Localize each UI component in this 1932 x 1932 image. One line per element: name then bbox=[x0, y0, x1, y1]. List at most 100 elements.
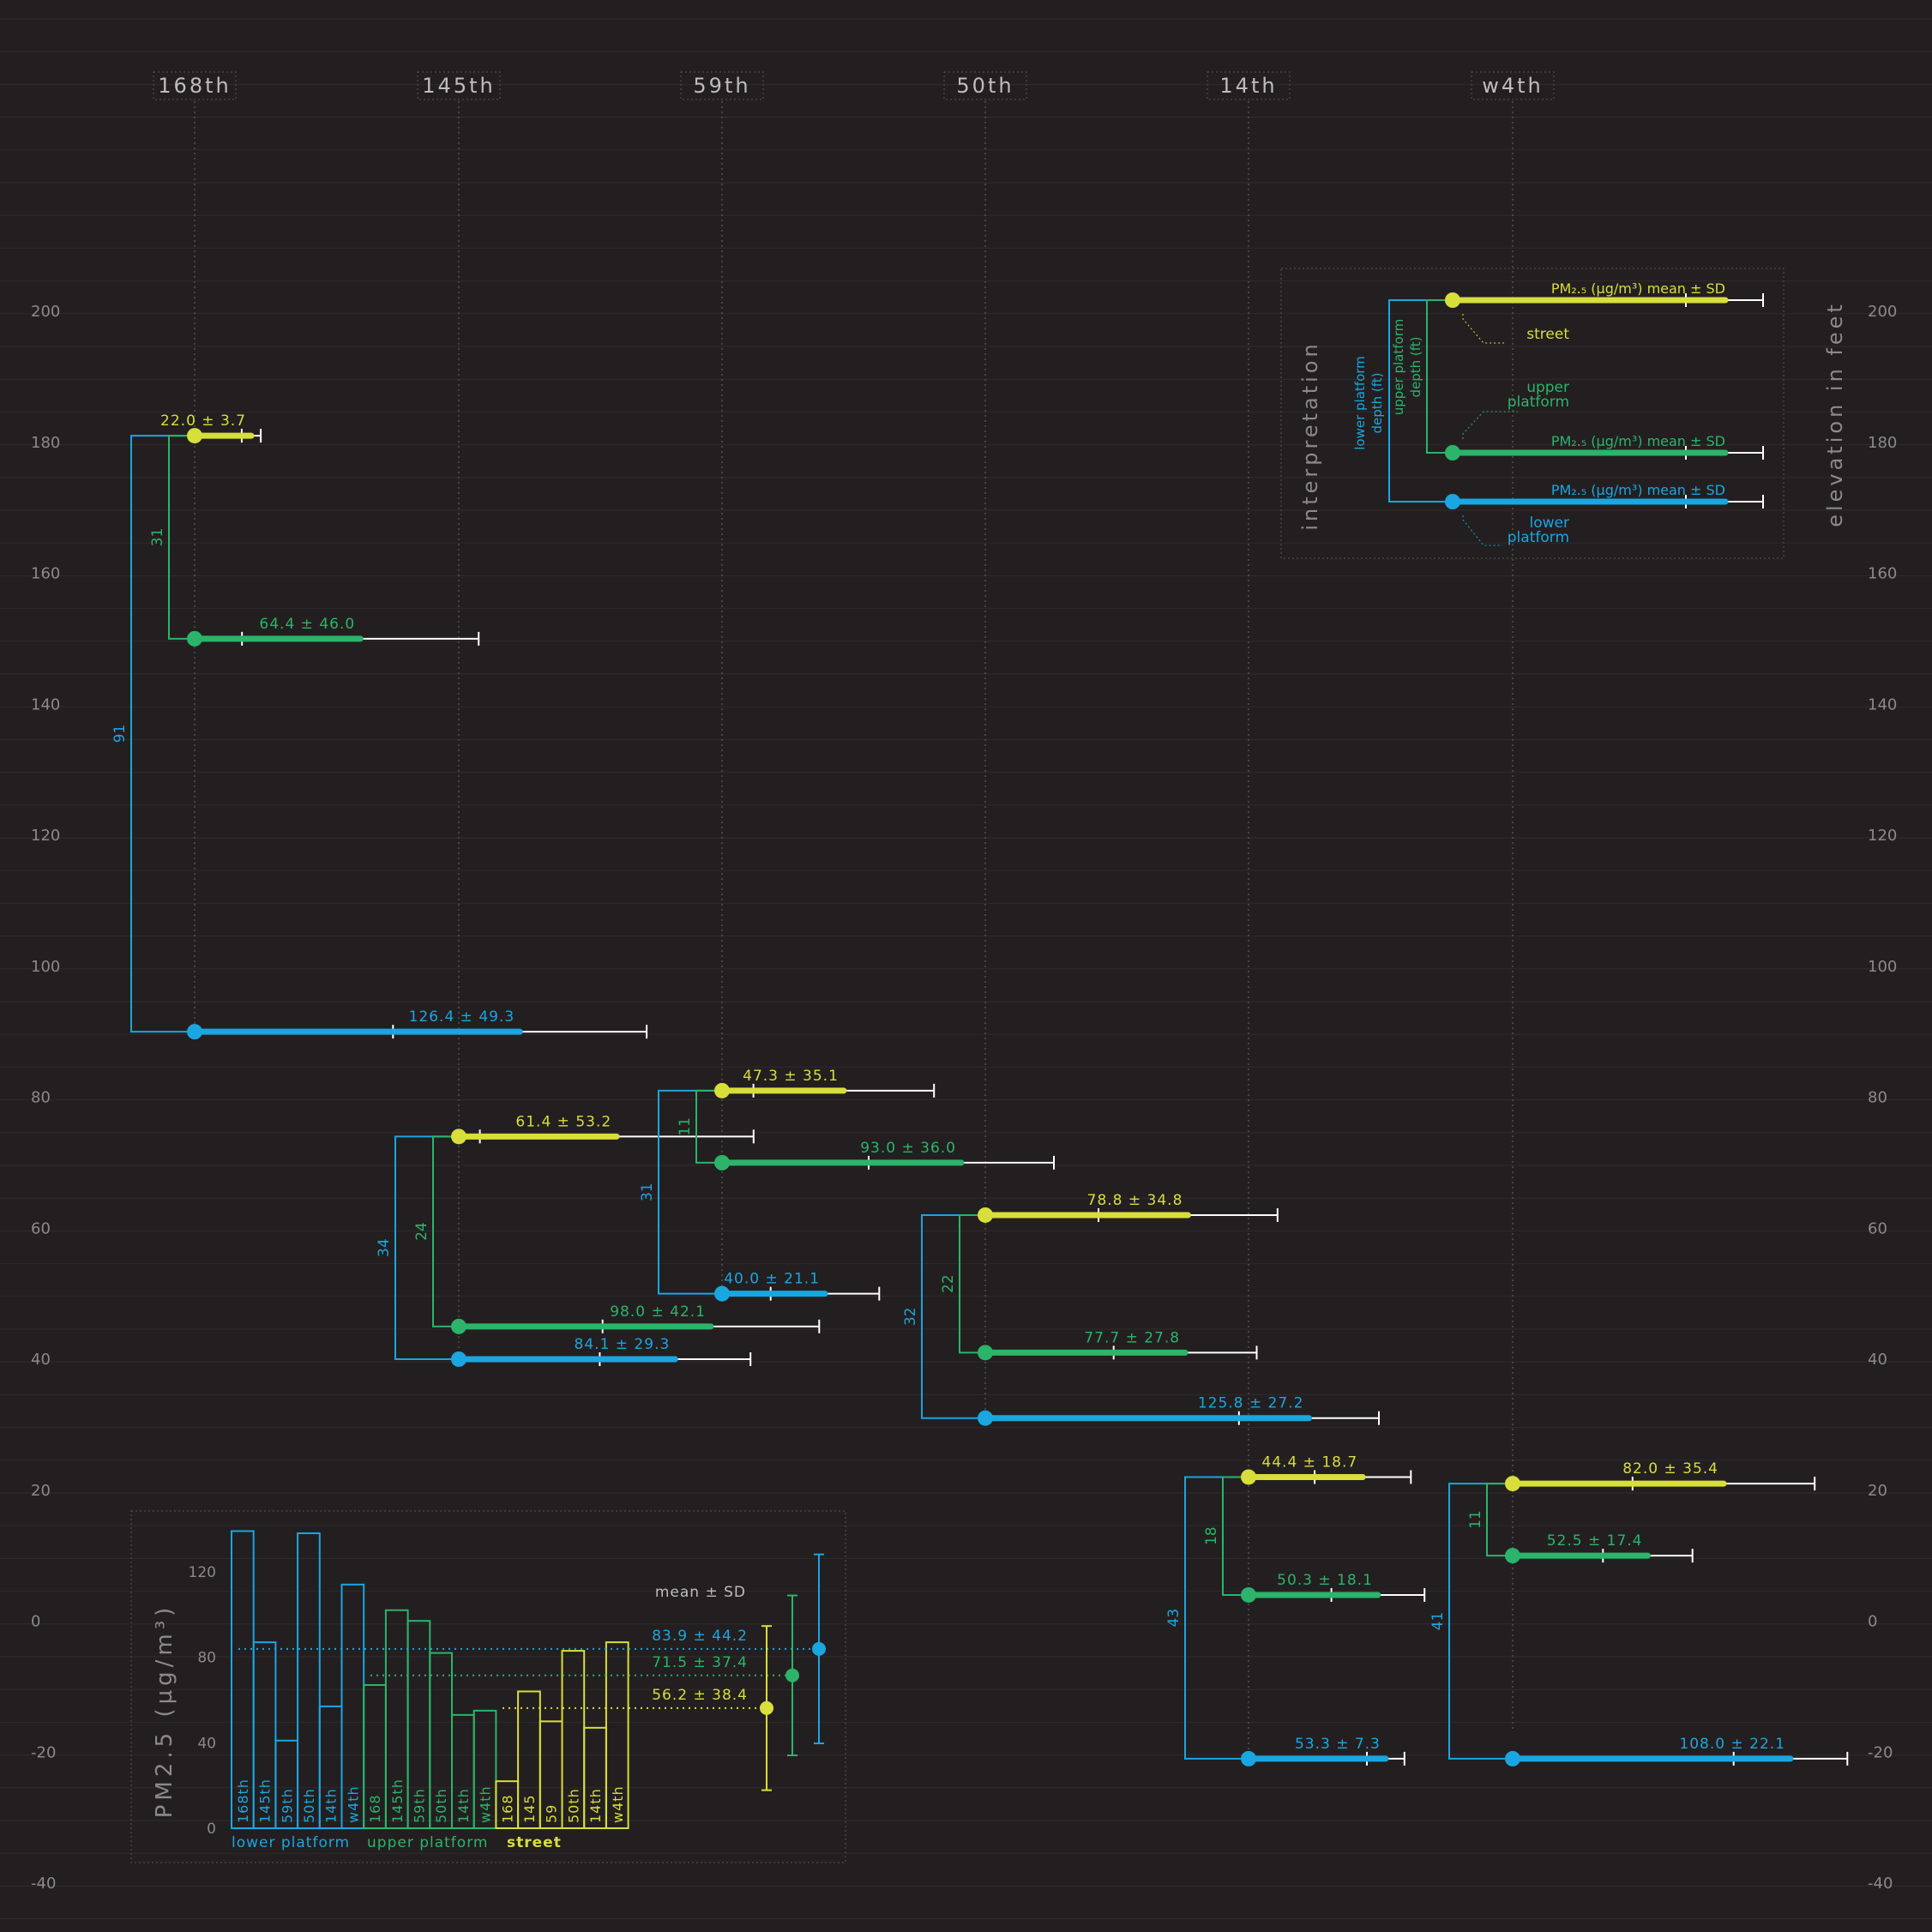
mean-sd-label: 108.0 ± 22.1 bbox=[1679, 1736, 1785, 1753]
lower-depth-label: 91 bbox=[111, 725, 129, 743]
y-tick-label-right: 20 bbox=[1868, 1482, 1887, 1500]
elevation-axes: -40 -40 -20 -20 0 0 20 20 40 40 60 60 80 80 100 100 120 1… bbox=[31, 301, 1897, 1893]
level-dot bbox=[978, 1410, 993, 1426]
inset-bar bbox=[297, 1532, 321, 1829]
mean-sd-label: 98.0 ± 42.1 bbox=[610, 1303, 706, 1321]
station-header-box bbox=[417, 71, 501, 100]
mean-sd-label: 44.4 ± 18.7 bbox=[1261, 1454, 1357, 1471]
inset-bar bbox=[472, 1709, 497, 1829]
legend-upper-depth-label: upper platform bbox=[1391, 319, 1406, 415]
level-dot bbox=[978, 1207, 993, 1223]
level-dot bbox=[1505, 1476, 1520, 1492]
inset-bar-category: w4th bbox=[345, 1785, 361, 1823]
lower-depth-label: 32 bbox=[902, 1308, 919, 1327]
inset-bar-category: 14th bbox=[455, 1788, 472, 1823]
y-tick-label-right: 100 bbox=[1868, 958, 1897, 976]
legend-upper-label: platform bbox=[1508, 394, 1569, 411]
level-dot bbox=[451, 1129, 466, 1145]
level-dot bbox=[187, 630, 202, 647]
level-dot bbox=[714, 1285, 730, 1302]
level-dot bbox=[187, 1024, 202, 1040]
pm25-bar-chart-inset: 0 40 80 120 PM2.5 (µg/m³) 168th 145th 59th 50th 1… bbox=[130, 1510, 846, 1863]
mean-sd-label: 61.4 ± 53.2 bbox=[515, 1113, 611, 1130]
mean-sd-label: 125.8 ± 27.2 bbox=[1198, 1395, 1304, 1412]
y-tick-label-left: 80 bbox=[31, 1089, 51, 1107]
lower-depth-label: 34 bbox=[376, 1238, 393, 1257]
upper-depth-bracket bbox=[959, 1213, 985, 1354]
lower-depth-bracket bbox=[658, 1089, 722, 1295]
mean-sd-label: 84.1 ± 29.3 bbox=[575, 1336, 671, 1353]
legend-box bbox=[1280, 268, 1785, 559]
mean-sd-label: 78.8 ± 34.8 bbox=[1087, 1192, 1183, 1209]
lower-depth-bracket bbox=[394, 1135, 459, 1360]
station-name-label: 59th bbox=[693, 74, 750, 98]
y-tick-label-left: 20 bbox=[31, 1482, 51, 1500]
y-tick-label-left: 120 bbox=[31, 827, 60, 845]
mean-sd-label: 82.0 ± 35.4 bbox=[1622, 1460, 1718, 1478]
mean-sd-label: 93.0 ± 36.0 bbox=[860, 1140, 956, 1157]
y-tick-label-left: 40 bbox=[31, 1351, 51, 1369]
inset-legend-upper: upper platform bbox=[367, 1834, 488, 1851]
legend-upper-label: upper bbox=[1526, 379, 1569, 396]
inset-bar-category: 50th bbox=[301, 1788, 317, 1823]
inset-y-tick: 80 bbox=[197, 1650, 216, 1667]
y-axis-title: elevation in feet bbox=[1823, 301, 1847, 527]
mean-sd-label: 52.5 ± 17.4 bbox=[1547, 1532, 1643, 1550]
y-tick-label-right: 160 bbox=[1868, 565, 1897, 583]
y-tick-label-left: -40 bbox=[31, 1875, 56, 1893]
inset-y-tick: 40 bbox=[197, 1735, 216, 1752]
upper-depth-label: 24 bbox=[413, 1222, 430, 1241]
y-tick-label-left: 0 bbox=[31, 1613, 40, 1631]
inset-bar bbox=[605, 1641, 629, 1830]
station-name-label: w4th bbox=[1482, 74, 1544, 98]
legend-lower-depth-label: lower platform bbox=[1352, 356, 1368, 450]
upper-depth-bracket bbox=[168, 435, 195, 640]
inset-bar-category: 14th bbox=[323, 1788, 340, 1823]
legend-upper-leader bbox=[1462, 411, 1518, 439]
legend-pm-label: PM₂.₅ (µg/m³) mean ± SD bbox=[1551, 280, 1725, 297]
lower-depth-bracket bbox=[921, 1213, 985, 1419]
level-dot bbox=[1241, 1750, 1256, 1766]
upper-depth-label: 22 bbox=[940, 1274, 957, 1293]
station-header-box bbox=[1207, 71, 1291, 100]
lower-depth-bracket bbox=[1448, 1483, 1513, 1760]
station-name-label: 145th bbox=[422, 74, 495, 98]
legend-pm-label: PM₂.₅ (µg/m³) mean ± SD bbox=[1551, 433, 1725, 449]
y-tick-label-right: 80 bbox=[1868, 1089, 1887, 1107]
inset-box bbox=[130, 1510, 846, 1863]
y-tick-label-left: 60 bbox=[31, 1219, 51, 1237]
mean-sd-label: 40.0 ± 21.1 bbox=[724, 1271, 820, 1288]
inset-bar-category: 59th bbox=[279, 1788, 295, 1823]
mean-sd-label: 50.3 ± 18.1 bbox=[1277, 1572, 1373, 1589]
upper-depth-label: 18 bbox=[1203, 1526, 1220, 1545]
inset-bar-category: 145 bbox=[521, 1794, 538, 1823]
inset-bar-category: 168 bbox=[499, 1794, 515, 1823]
y-tick-label-right: 40 bbox=[1868, 1351, 1887, 1369]
legend-upper-depth-label: depth (ft) bbox=[1408, 336, 1423, 397]
y-tick-label-left: -20 bbox=[31, 1743, 56, 1761]
station-name-label: 50th bbox=[956, 74, 1014, 98]
lower-depth-bracket bbox=[130, 435, 195, 1033]
inset-bar-category: 145th bbox=[257, 1779, 274, 1823]
legend-title: interpretation bbox=[1298, 340, 1322, 530]
level-dot bbox=[1241, 1469, 1256, 1485]
legend-dot bbox=[1445, 292, 1460, 308]
y-tick-label-right: 180 bbox=[1868, 434, 1897, 452]
inset-bar-category: 59th bbox=[411, 1788, 427, 1823]
station-name-label: 14th bbox=[1219, 74, 1277, 98]
upper-depth-bracket bbox=[432, 1135, 459, 1327]
level-dot bbox=[451, 1318, 466, 1334]
legend-dot bbox=[1445, 445, 1460, 460]
level-dot bbox=[1505, 1750, 1520, 1766]
station-dot-plots: 91 31 22.0 ± 3.7 64.4 ± 46.0 126.4 ± 49.3 34 2… bbox=[111, 412, 1849, 1766]
inset-legend-street: street bbox=[507, 1834, 562, 1851]
mean-sd-label: 126.4 ± 49.3 bbox=[409, 1008, 515, 1026]
inset-bar-category: 14th bbox=[587, 1788, 604, 1823]
y-tick-label-right: 0 bbox=[1868, 1613, 1877, 1631]
y-tick-label-left: 140 bbox=[31, 695, 60, 713]
y-tick-label-right: 200 bbox=[1868, 303, 1897, 321]
level-dot bbox=[187, 428, 202, 444]
legend-pm-label: PM₂.₅ (µg/m³) mean ± SD bbox=[1551, 482, 1725, 498]
mean-sd-label: 77.7 ± 27.8 bbox=[1084, 1329, 1180, 1346]
